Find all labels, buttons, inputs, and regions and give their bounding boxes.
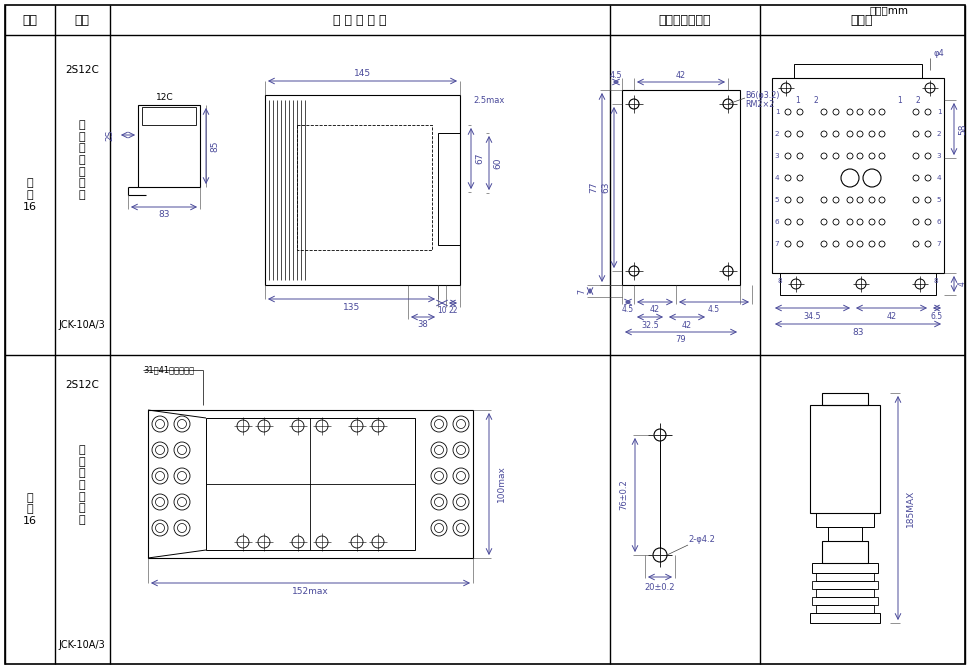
Bar (771, 78, 943, 273)
Text: 10: 10 (437, 306, 447, 314)
Text: 7: 7 (774, 241, 778, 247)
Bar (821, 541, 867, 563)
Text: 145: 145 (354, 68, 371, 78)
Text: 2: 2 (936, 131, 940, 137)
Text: 7: 7 (936, 241, 940, 247)
Text: 20±0.2: 20±0.2 (644, 583, 674, 591)
Text: 32.5: 32.5 (641, 320, 658, 330)
Text: 42: 42 (886, 312, 895, 320)
Text: 4.5: 4.5 (621, 304, 634, 314)
Text: 7: 7 (577, 288, 586, 294)
Bar (141, 107, 196, 125)
Bar (811, 581, 877, 589)
Text: 4.5: 4.5 (610, 70, 622, 80)
Text: 3: 3 (936, 153, 940, 159)
Text: 79: 79 (675, 334, 686, 343)
Text: 6: 6 (774, 219, 778, 225)
Text: 83: 83 (852, 328, 862, 337)
Text: 8: 8 (933, 278, 937, 284)
Bar (828, 527, 861, 541)
Text: 3: 3 (774, 153, 778, 159)
Bar (815, 605, 873, 613)
Text: 2-φ4.2: 2-φ4.2 (687, 535, 714, 545)
Bar (809, 405, 879, 513)
Text: 152max: 152max (292, 587, 328, 595)
Text: 6.5: 6.5 (930, 312, 942, 320)
Text: 12C: 12C (156, 92, 173, 102)
Text: 附
图
16: 附 图 16 (23, 179, 37, 211)
Bar (815, 589, 873, 597)
Text: 42: 42 (681, 320, 691, 330)
Bar (138, 105, 200, 187)
Text: 单位：mm: 单位：mm (869, 5, 908, 15)
Bar (205, 418, 415, 550)
Text: 4: 4 (936, 175, 940, 181)
Text: 4: 4 (956, 282, 965, 286)
Text: 1: 1 (896, 96, 901, 104)
Text: 2: 2 (915, 96, 920, 104)
Text: 60: 60 (493, 157, 502, 169)
Text: 58: 58 (957, 123, 966, 134)
Text: 安装开孔尺寸图: 安装开孔尺寸图 (658, 13, 710, 27)
Text: 端子图: 端子图 (850, 13, 872, 27)
Text: 63: 63 (601, 182, 610, 193)
Text: 图号: 图号 (22, 13, 38, 27)
Text: φ4: φ4 (932, 48, 944, 58)
Text: 76±0.2: 76±0.2 (619, 480, 628, 510)
Text: B6(φ3.2): B6(φ3.2) (744, 90, 779, 100)
Bar (621, 90, 739, 285)
Text: 4.5: 4.5 (707, 304, 719, 314)
Text: JCK-10A/3: JCK-10A/3 (58, 640, 106, 650)
Text: 67: 67 (475, 153, 484, 165)
Bar (297, 125, 431, 250)
Text: 凸
出
式
板
前
接
线: 凸 出 式 板 前 接 线 (78, 445, 85, 524)
Text: 2: 2 (774, 131, 778, 137)
Text: 附
图
16: 附 图 16 (23, 493, 37, 526)
Text: 38: 38 (418, 320, 428, 328)
Text: 1: 1 (795, 96, 799, 104)
Text: 85: 85 (210, 140, 219, 152)
Text: 77: 77 (589, 182, 598, 193)
Text: 100max: 100max (496, 466, 505, 502)
Text: 2S12C: 2S12C (65, 65, 99, 75)
Text: 2S12C: 2S12C (65, 380, 99, 390)
Bar (265, 95, 459, 285)
Text: 22: 22 (448, 306, 457, 314)
Text: 5: 5 (774, 197, 778, 203)
Text: 31、41为电流端子: 31、41为电流端子 (142, 365, 194, 375)
Text: 8: 8 (777, 278, 782, 284)
Text: 1: 1 (936, 109, 940, 115)
Bar (811, 597, 877, 605)
Bar (815, 513, 873, 527)
Text: 外 形 尺 寸 图: 外 形 尺 寸 图 (333, 13, 387, 27)
Text: 4: 4 (774, 175, 778, 181)
Text: 结构: 结构 (75, 13, 89, 27)
Bar (779, 273, 935, 295)
Text: 1: 1 (774, 109, 778, 115)
Bar (809, 613, 879, 623)
Bar (438, 133, 459, 245)
Text: 2: 2 (813, 96, 818, 104)
Text: RM2×2: RM2×2 (744, 100, 773, 108)
Text: JCK-10A/3: JCK-10A/3 (58, 320, 106, 330)
Text: 42: 42 (675, 70, 685, 80)
Text: 34.5: 34.5 (803, 312, 821, 320)
Bar (821, 393, 867, 405)
Text: 6: 6 (936, 219, 940, 225)
Text: 5: 5 (936, 197, 940, 203)
Text: 83: 83 (158, 209, 170, 219)
Text: 2S: 2S (106, 129, 114, 140)
Bar (148, 410, 473, 558)
Bar (794, 64, 922, 78)
Text: 42: 42 (649, 304, 659, 314)
Text: 185MAX: 185MAX (905, 490, 914, 527)
Bar (815, 573, 873, 581)
Text: 2.5max: 2.5max (473, 96, 504, 104)
Bar (811, 563, 877, 573)
Text: 135: 135 (342, 302, 359, 312)
Text: 凸
出
式
板
后
接
线: 凸 出 式 板 后 接 线 (78, 120, 85, 200)
